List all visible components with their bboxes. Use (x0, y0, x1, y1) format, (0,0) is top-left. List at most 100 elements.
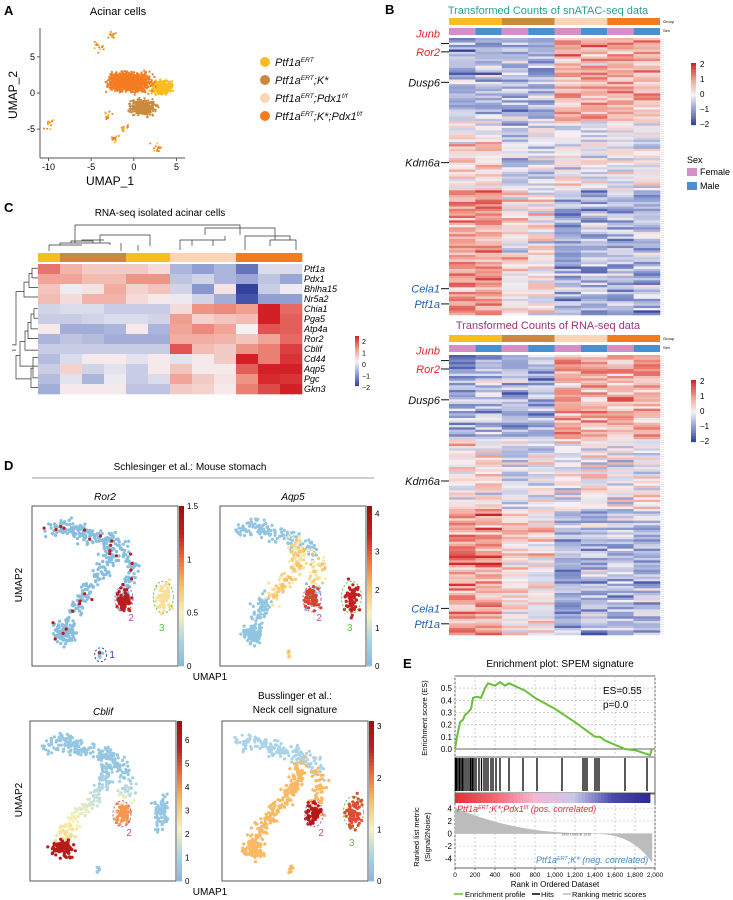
heatmap-cell (236, 344, 259, 355)
heatmap-cell (475, 581, 503, 584)
heatmap-cell (607, 364, 634, 367)
heatmap-cell (580, 305, 608, 309)
umap-point (126, 79, 129, 82)
heatmap-cell (580, 408, 608, 412)
umap-point (140, 108, 143, 111)
heatmap-cell (580, 178, 608, 182)
heatmap-cell (528, 130, 555, 133)
umap-point (170, 86, 174, 89)
heatmap-cell (607, 439, 634, 442)
heatmap-cell (104, 314, 127, 325)
heatmap-cell (475, 499, 503, 503)
heatmap-cell (633, 609, 661, 612)
heatmap-cell (554, 102, 582, 106)
heatmap-cell (580, 462, 608, 465)
heatmap-cell (554, 520, 582, 524)
heatmap-cell (580, 211, 608, 214)
heatmap-cell (501, 204, 529, 207)
heatmap-cell (475, 436, 503, 440)
heatmap-cell (580, 77, 608, 80)
heatmap-cell (528, 481, 555, 484)
heatmap-cell (501, 88, 529, 92)
heatmap-cell (501, 158, 529, 161)
heatmap-cell (580, 224, 608, 228)
heatmap-cell (554, 387, 582, 391)
heatmap-cell (501, 287, 529, 290)
heatmap-cell (554, 614, 582, 617)
heatmap-cell (607, 169, 634, 173)
heatmap-cell (192, 304, 215, 315)
heatmap-cell (633, 434, 661, 437)
heatmap-cell (633, 264, 661, 267)
heatmap-cell (475, 553, 503, 556)
heatmap-cell (528, 362, 555, 365)
heatmap-cell (580, 614, 608, 617)
heatmap-cell (554, 476, 582, 479)
heatmap-cell (607, 390, 634, 393)
heatmap-cell (607, 93, 634, 97)
heatmap-cell (280, 264, 303, 275)
heatmap-cell (449, 520, 476, 524)
heatmap-cell (501, 581, 529, 584)
heatmap-cell (633, 252, 661, 256)
heatmap-cell (607, 264, 634, 267)
heatmap-cell (475, 275, 503, 279)
heatmap-cell (475, 264, 503, 267)
umap-point (150, 79, 153, 82)
heatmap-cell (475, 614, 503, 617)
heatmap-cell (449, 88, 476, 92)
heatmap-cell (633, 289, 661, 293)
heatmap-cell (554, 139, 582, 143)
heatmap-cell (528, 95, 555, 99)
heatmap-cell (449, 158, 476, 161)
colorbar-segment (691, 437, 696, 440)
umap-point (127, 86, 131, 89)
heatmap-cell (449, 609, 476, 612)
heatmap-cell (528, 264, 555, 267)
heatmap-cell (607, 194, 634, 198)
umap-point (102, 48, 105, 51)
umap-point (44, 535, 48, 539)
heatmap-cell (501, 406, 529, 409)
heatmap-cell (475, 134, 503, 138)
heatmap-cell (554, 369, 582, 372)
heatmap-cell (449, 455, 476, 458)
umap-point (108, 80, 112, 84)
heatmap-cell (501, 611, 529, 615)
heatmap-cell (554, 397, 582, 400)
heatmap-cell (475, 303, 503, 307)
colorbar-segment (691, 75, 696, 78)
heatmap-cell (449, 72, 476, 76)
heatmap-cell (607, 289, 634, 293)
heatmap-cell (607, 121, 634, 124)
heatmap-cell (633, 222, 661, 226)
heatmap-cell (528, 499, 555, 503)
heatmap-cell (501, 206, 529, 210)
heatmap-cell (528, 308, 555, 311)
heatmap-cell (449, 625, 476, 629)
heatmap-cell (528, 597, 555, 601)
colorbar-segment (691, 424, 696, 427)
heatmap-cell (580, 497, 608, 500)
legend-label: Ptf1aERT;Pdx1f/f (275, 93, 349, 105)
heatmap-cell (214, 374, 237, 385)
heatmap-cell (554, 355, 582, 358)
legend-label: Female (700, 167, 730, 177)
heatmap-cell (607, 104, 634, 108)
heatmap-cell (528, 541, 555, 545)
heatmap-cell (528, 44, 555, 48)
heatmap-cell (60, 364, 83, 375)
heatmap-cell (607, 630, 634, 633)
heatmap-cell (449, 362, 476, 365)
heatmap-cell (607, 502, 634, 505)
heatmap-cell (449, 483, 476, 486)
heatmap-cell (280, 334, 303, 345)
heatmap-cell (633, 102, 661, 106)
heatmap-cell (475, 380, 503, 384)
panel-label-a: A (4, 3, 14, 18)
heatmap-cell (449, 394, 476, 398)
heatmap-cell (449, 289, 476, 293)
heatmap-cell (633, 625, 661, 629)
heatmap-cell (580, 111, 608, 115)
heatmap-cell (580, 436, 608, 440)
